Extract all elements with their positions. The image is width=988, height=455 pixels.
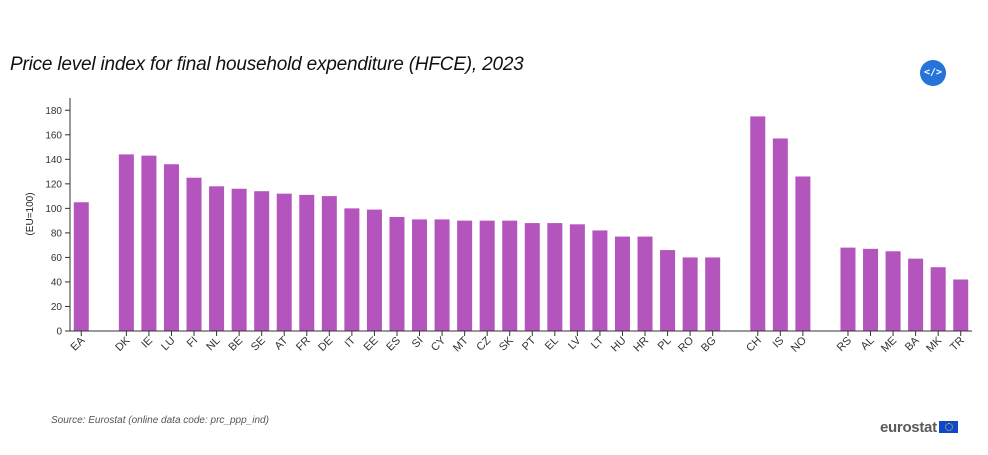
bar-me[interactable] (885, 251, 901, 331)
bar-cz[interactable] (479, 220, 495, 331)
y-tick-label: 160 (45, 130, 62, 141)
x-tick-label: HU (609, 335, 629, 355)
bar-el[interactable] (547, 223, 563, 331)
bar-lv[interactable] (569, 224, 585, 331)
bar-pt[interactable] (524, 223, 540, 331)
x-tick-label: IE (139, 335, 155, 351)
bar-tr[interactable] (953, 279, 969, 331)
bar-ea[interactable] (73, 202, 89, 331)
x-tick-label: BA (903, 334, 922, 353)
x-tick-label: PT (520, 334, 539, 353)
bar-is[interactable] (772, 138, 788, 331)
bar-cy[interactable] (434, 219, 450, 331)
x-tick-label: FR (294, 335, 313, 354)
chart-title: Price level index for final household ex… (10, 54, 524, 75)
bar-ie[interactable] (141, 155, 157, 331)
bar-se[interactable] (254, 191, 270, 331)
bar-hr[interactable] (637, 236, 653, 331)
x-tick-label: SI (410, 335, 426, 351)
bar-ee[interactable] (366, 209, 382, 331)
x-tick-label: AT (272, 334, 290, 352)
y-axis: 0 20 40 60 80 100 120 140 160 180 (45, 98, 71, 338)
bar-de[interactable] (321, 196, 337, 331)
y-tick-label: 140 (45, 155, 62, 166)
x-tick-label: IS (771, 335, 787, 351)
bar-ro[interactable] (682, 257, 698, 331)
x-tick-label: ES (384, 335, 403, 354)
eu-flag-icon (938, 421, 958, 433)
x-tick-label: BE (226, 335, 245, 354)
x-tick-label: SE (249, 335, 268, 354)
x-tick-label: CZ (474, 334, 493, 353)
bar-hu[interactable] (614, 236, 630, 331)
bar-al[interactable] (863, 248, 879, 331)
bar-bg[interactable] (705, 257, 721, 331)
x-tick-label: ME (879, 335, 899, 355)
x-tick-label: EE (362, 335, 381, 354)
x-tick-label: IT (343, 334, 359, 350)
bar-mt[interactable] (457, 220, 473, 331)
y-tick-label: 180 (45, 106, 62, 117)
bar-nl[interactable] (209, 186, 225, 331)
eurostat-logo: eurostat (880, 418, 958, 436)
y-tick-label: 40 (51, 277, 63, 288)
bar-ch[interactable] (750, 116, 766, 331)
bar-pl[interactable] (660, 250, 676, 331)
bar-fr[interactable] (299, 194, 315, 331)
x-tick-label: DK (113, 334, 133, 354)
x-tick-label: RS (835, 335, 854, 354)
y-tick-label: 100 (45, 204, 62, 215)
x-tick-label: LT (589, 334, 606, 351)
x-tick-label: DE (316, 335, 335, 354)
bars (73, 116, 969, 331)
y-tick-label: 80 (51, 228, 63, 239)
x-tick-label: CH (744, 335, 764, 355)
x-tick-label: TR (948, 335, 967, 354)
bar-ba[interactable] (908, 258, 924, 331)
x-tick-label: MT (451, 334, 471, 354)
bar-fi[interactable] (186, 177, 202, 331)
x-tick-label: CY (429, 334, 449, 354)
bar-rs[interactable] (840, 247, 856, 331)
bar-lt[interactable] (592, 230, 608, 331)
bar-si[interactable] (412, 219, 428, 331)
y-tick-label: 0 (56, 327, 62, 338)
bar-sk[interactable] (502, 220, 518, 331)
x-tick-label: LU (159, 335, 177, 353)
bar-dk[interactable] (118, 154, 134, 331)
x-tick-label: FI (185, 335, 200, 350)
x-tick-label: MK (924, 334, 945, 355)
y-tick-label: 20 (51, 302, 63, 313)
bar-be[interactable] (231, 188, 247, 331)
x-tick-label: NO (789, 334, 809, 354)
x-tick-label: SK (497, 334, 516, 353)
x-tick-label: HR (631, 335, 651, 355)
x-tick-label: EA (69, 334, 88, 353)
source-note: Source: Eurostat (online data code: prc_… (51, 415, 269, 426)
bar-at[interactable] (276, 193, 292, 331)
x-tick-label: AL (859, 335, 877, 353)
y-axis-label: (EU=100) (25, 192, 36, 235)
logo-text: eurostat (880, 418, 937, 436)
bar-es[interactable] (389, 216, 405, 331)
x-tick-label: LV (566, 334, 584, 352)
x-tick-label: EL (543, 335, 561, 353)
embed-code-icon[interactable]: </> (920, 60, 946, 86)
bar-it[interactable] (344, 208, 360, 331)
bar-mk[interactable] (930, 267, 946, 331)
x-axis: EA DK IE LU FI NL BE SE AT FR DE IT EE ES SI CY MT CZ SK PT… (69, 330, 972, 355)
bar-lu[interactable] (163, 164, 179, 331)
y-tick-label: 120 (45, 179, 62, 190)
x-tick-label: NL (204, 335, 222, 353)
x-tick-label: BG (699, 335, 719, 355)
x-tick-label: PL (656, 335, 674, 353)
x-tick-label: RO (676, 334, 696, 354)
bar-no[interactable] (795, 176, 811, 331)
y-tick-label: 60 (51, 253, 63, 264)
